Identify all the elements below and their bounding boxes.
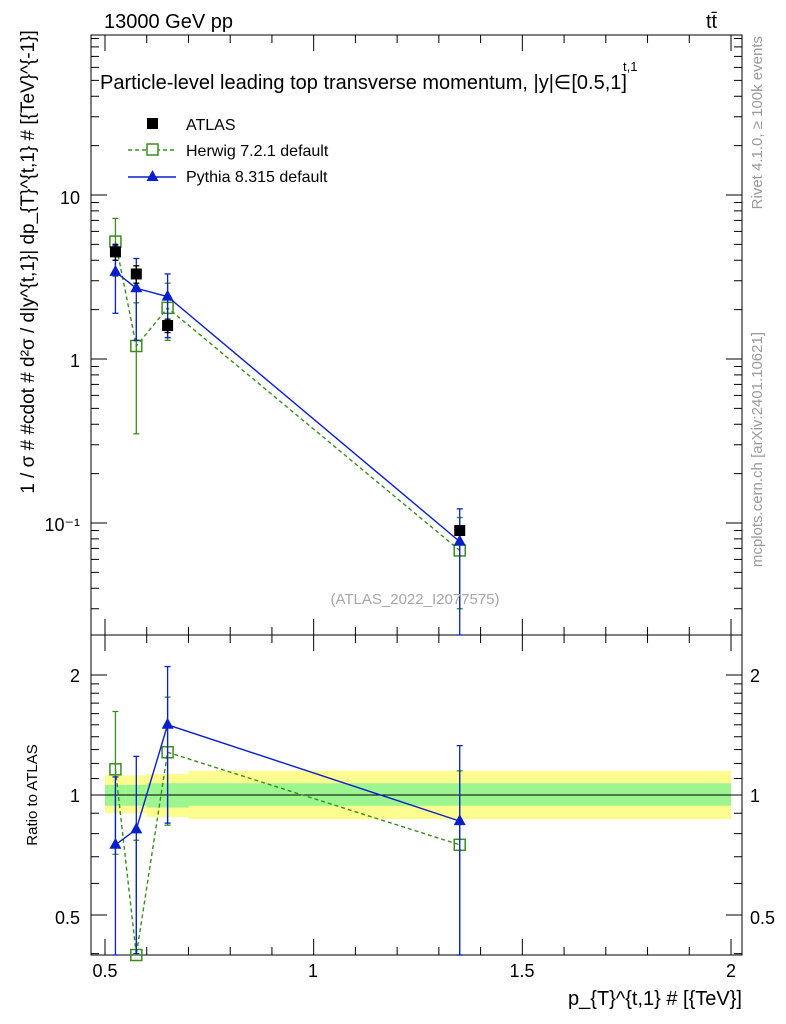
legend: ATLAS Herwig 7.2.1 default Pythia 8.315 … [128,117,329,186]
main-y-tick-label: 10⁻¹ [44,515,80,535]
ratio-y-tick-label-right: 1 [750,786,760,806]
ratio-herwig-point [109,763,122,776]
main-herwig-line [114,241,461,552]
ratio-y-tick-label-right: 2 [750,666,760,686]
ratio-pythia-point [109,837,122,849]
legend-marker-herwig [146,143,159,156]
main-atlas-point [130,268,142,280]
main-data-layer [109,217,466,636]
plot-title-text: Particle-level leading top transverse mo… [100,72,627,94]
mcplots-source-label: mcplots.cern.ch [arXiv:2401.10621] [749,332,766,567]
main-pythia-line [115,271,461,543]
legend-label-pythia: Pythia 8.315 default [186,169,328,186]
ratio-data-layer [109,665,466,962]
ratio-pythia-point [130,822,143,834]
main-atlas-point [162,320,174,332]
x-axis-title: p_{T}^{t,1} # [{TeV}] [568,988,742,1010]
energy-label: 13000 GeV pp [104,11,233,33]
ratio-pythia-point [453,814,466,826]
ratio-pythia-line [115,723,460,846]
legend-marker-pythia [146,170,159,181]
x-tick-label: 1 [308,961,318,981]
ratio-y-axis-title: Ratio to ATLAS [24,744,41,845]
main-atlas-point [109,246,121,258]
ratio-axis-ticks [91,635,742,955]
main-pythia-point [130,281,143,293]
main-y-tick-label: 10 [60,188,80,208]
main-y-tick-label: 1 [70,351,80,371]
x-tick-label: 2 [726,961,736,981]
ratio-y-tick-label: 2 [70,666,80,686]
plot-title: Particle-level leading top transverse mo… [100,72,627,94]
main-y-tick-labels: 10 1 10⁻¹ [44,188,80,535]
main-y-axis-title: 1 / σ # #cdot # d²σ / d|y^{t,1}| dp_{T}^… [18,30,39,494]
x-tick-label: 0.5 [92,961,117,981]
ratio-pythia-point [161,717,174,729]
ratio-y-tick-label-right: 0.5 [750,908,775,928]
ratio-y-tick-label: 1 [70,786,80,806]
main-pythia-point [453,534,466,546]
ratio-y-tick-labels: 2 1 0.5 2 1 0.5 [55,666,775,928]
rivet-version-label: Rivet 4.1.0, ≥ 100k events [749,36,766,209]
plot-title-superscript: t,1 [623,59,637,74]
legend-label-herwig: Herwig 7.2.1 default [186,143,329,160]
main-axis-ticks [91,35,742,635]
main-pythia-point [109,264,122,276]
legend-label-atlas: ATLAS [186,117,236,134]
x-tick-label: 1.5 [509,961,534,981]
main-atlas-point [454,525,466,537]
x-tick-labels: 0.5 1 1.5 2 [92,961,736,981]
legend-marker-atlas [147,118,158,129]
analysis-watermark: (ATLAS_2022_I2077575) [330,591,499,608]
process-label: tt̄ [706,11,718,33]
main-pythia-point [161,289,174,301]
ratio-herwig-line [114,751,460,956]
ratio-y-tick-label: 0.5 [55,908,80,928]
